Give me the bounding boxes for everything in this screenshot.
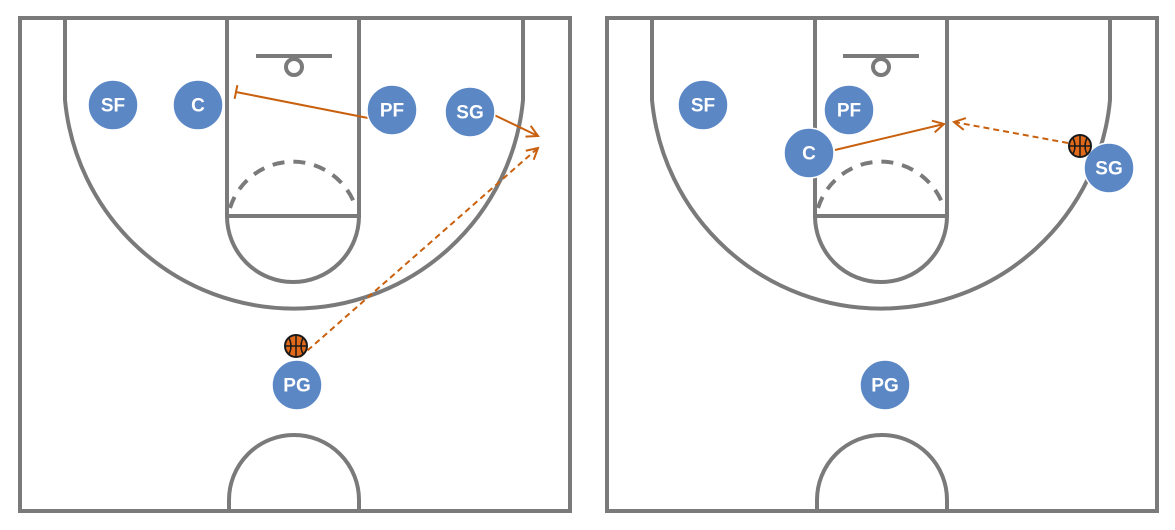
three-point-line bbox=[63, 18, 525, 311]
svg-text:SF: SF bbox=[101, 96, 125, 117]
three-point-line bbox=[650, 18, 1112, 311]
basketball-icon bbox=[1068, 134, 1092, 158]
court-panel-2: SF PF C SG PG bbox=[605, 16, 1159, 513]
free-throw-circle-bottom bbox=[225, 215, 361, 284]
free-throw-circle-top bbox=[228, 159, 358, 209]
svg-text:PG: PG bbox=[871, 376, 898, 397]
pass-sg-to-c bbox=[954, 122, 1069, 144]
player-pg: PG bbox=[271, 359, 323, 411]
player-sg: SG bbox=[444, 86, 496, 138]
player-pf: PF bbox=[366, 84, 418, 136]
svg-text:C: C bbox=[802, 144, 816, 165]
free-throw-circle-bottom bbox=[813, 215, 949, 284]
cut-c bbox=[834, 124, 944, 151]
free-throw-lane bbox=[813, 18, 949, 218]
court-boundary bbox=[18, 16, 572, 513]
center-circle-half bbox=[815, 433, 949, 511]
court-panel-1: SF C PF SG PG bbox=[18, 16, 572, 513]
svg-text:PF: PF bbox=[837, 101, 861, 122]
center-circle-half bbox=[227, 433, 361, 511]
free-throw-circle-top bbox=[816, 159, 946, 209]
svg-text:SF: SF bbox=[691, 96, 715, 117]
pass-pg-to-sg bbox=[299, 148, 538, 358]
player-c: C bbox=[783, 127, 835, 179]
svg-text:PG: PG bbox=[283, 376, 310, 397]
svg-text:C: C bbox=[191, 96, 205, 117]
svg-text:PF: PF bbox=[380, 101, 404, 122]
cut-sg bbox=[487, 111, 538, 136]
player-sf: SF bbox=[677, 79, 729, 131]
free-throw-lane bbox=[225, 18, 361, 218]
player-pg: PG bbox=[859, 359, 911, 411]
player-sg: SG bbox=[1083, 142, 1135, 194]
svg-text:SG: SG bbox=[1095, 159, 1122, 180]
player-sf: SF bbox=[87, 79, 139, 131]
player-c: C bbox=[172, 79, 224, 131]
hoop bbox=[871, 57, 891, 77]
svg-text:SG: SG bbox=[456, 103, 483, 124]
player-pf: PF bbox=[823, 84, 875, 136]
screen-pf-to-c bbox=[233, 84, 369, 119]
hoop bbox=[284, 57, 304, 77]
court-boundary bbox=[605, 16, 1159, 513]
basketball-icon bbox=[284, 334, 308, 358]
